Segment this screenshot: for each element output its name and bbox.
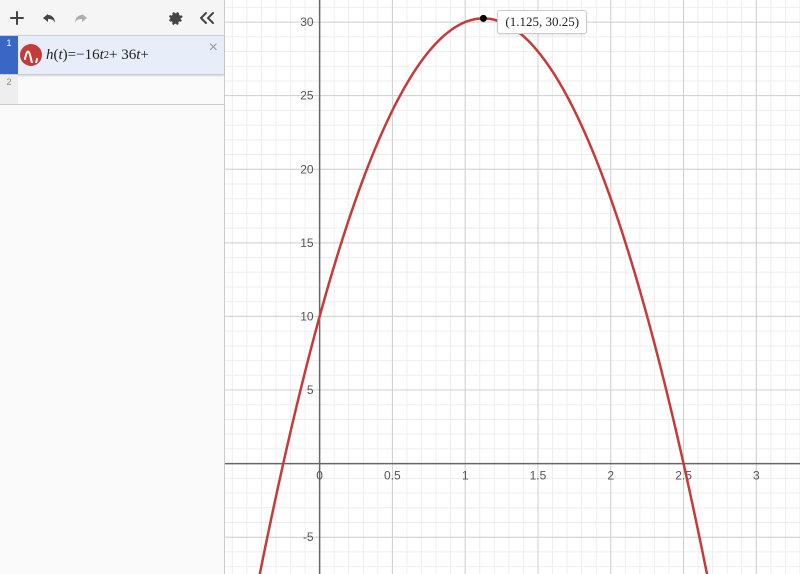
svg-text:0: 0 xyxy=(316,469,323,483)
expression-row[interactable]: 2 xyxy=(0,75,224,105)
expression-index: 2 xyxy=(6,77,11,87)
svg-text:-5: -5 xyxy=(303,530,314,544)
settings-button[interactable] xyxy=(166,9,184,27)
close-icon[interactable]: × xyxy=(209,40,218,56)
undo-button[interactable] xyxy=(40,9,58,27)
svg-text:2: 2 xyxy=(607,469,614,483)
svg-text:30: 30 xyxy=(300,15,314,29)
svg-text:1.5: 1.5 xyxy=(530,469,547,483)
svg-text:0.5: 0.5 xyxy=(384,469,401,483)
svg-text:15: 15 xyxy=(300,236,314,250)
svg-text:20: 20 xyxy=(300,162,314,176)
add-expression-button[interactable] xyxy=(8,9,26,27)
vertex-point xyxy=(480,15,487,22)
graph-svg: 0 0.5 1 1.5 2 2.5 3 -5 5 10 15 20 25 30 xyxy=(225,0,800,574)
expression-list: 1 h(t) = −16t2 + 36t +× 2 xyxy=(0,36,224,105)
svg-text:1: 1 xyxy=(462,469,469,483)
graph-pane[interactable]: 0 0.5 1 1.5 2 2.5 3 -5 5 10 15 20 25 30 (1.125, 30.25… xyxy=(225,0,800,574)
toolbar xyxy=(0,0,224,36)
expression-gutter: 2 xyxy=(0,75,18,104)
collapse-sidebar-button[interactable] xyxy=(198,9,216,27)
minor-grid xyxy=(225,0,800,574)
expression-row[interactable]: 1 h(t) = −16t2 + 36t +× xyxy=(0,36,224,75)
redo-button[interactable] xyxy=(72,9,90,27)
curve-toggle-icon[interactable] xyxy=(18,36,44,74)
sidebar: 1 h(t) = −16t2 + 36t +× 2 xyxy=(0,0,225,574)
expression-text[interactable]: h(t) = −16t2 + 36t + xyxy=(44,36,224,74)
svg-text:5: 5 xyxy=(307,383,314,397)
svg-text:2.5: 2.5 xyxy=(675,469,692,483)
expression-gutter: 1 xyxy=(0,36,18,74)
svg-text:10: 10 xyxy=(300,309,314,323)
svg-text:3: 3 xyxy=(753,469,760,483)
expression-index: 1 xyxy=(6,38,11,48)
svg-text:25: 25 xyxy=(300,89,314,103)
tick-labels: 0 0.5 1 1.5 2 2.5 3 -5 5 10 15 20 25 30 xyxy=(300,15,760,544)
app-root: 1 h(t) = −16t2 + 36t +× 2 0 0.5 1 1.5 2 2.5 3 -5 5… xyxy=(0,0,800,574)
point-coordinates-label: (1.125, 30.25) xyxy=(497,10,587,34)
